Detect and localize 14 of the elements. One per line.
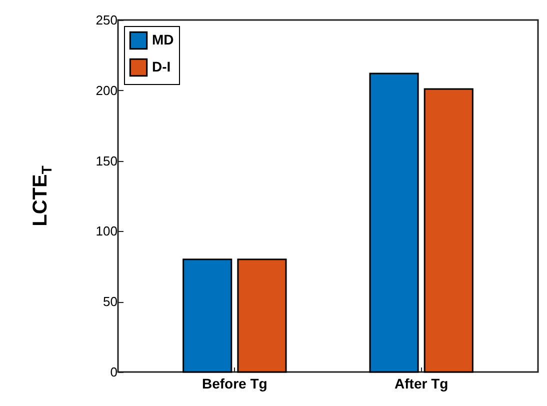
bar bbox=[424, 88, 474, 373]
bar bbox=[182, 258, 232, 373]
y-tick-label: 100 bbox=[96, 224, 118, 239]
bar bbox=[237, 258, 287, 373]
x-tick-label: Before Tg bbox=[202, 376, 268, 392]
y-tick-label: 150 bbox=[96, 153, 118, 168]
y-tick-label: 200 bbox=[96, 82, 118, 98]
y-tick-label: 0 bbox=[110, 364, 118, 380]
x-tick-label: After Tg bbox=[394, 376, 448, 392]
legend-label: D-I bbox=[152, 58, 171, 74]
y-tick-label: 250 bbox=[96, 12, 118, 28]
legend-label: MD bbox=[152, 32, 174, 48]
bar bbox=[369, 72, 419, 373]
y-tick-label: 50 bbox=[103, 294, 118, 310]
